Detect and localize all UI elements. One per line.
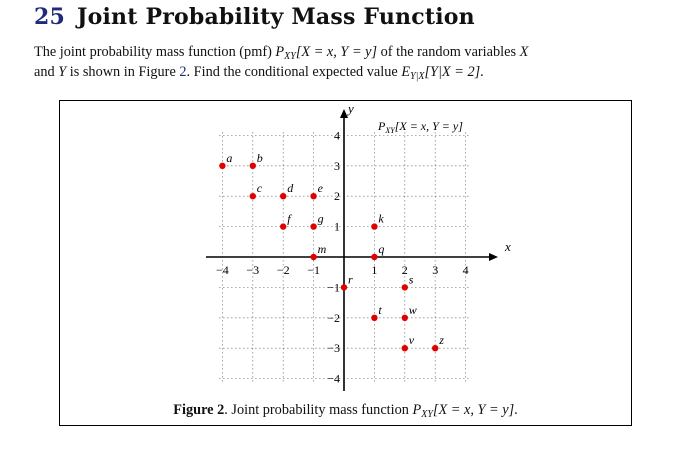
- point-label-q: q: [378, 242, 384, 256]
- expectation-symbol: E: [401, 64, 411, 80]
- x-tick-label: −2: [277, 263, 290, 277]
- caption-text: . Joint probability mass function: [224, 402, 413, 418]
- pmf-symbol: P: [275, 44, 285, 60]
- caption-pmf-argument: [X = x, Y = y]: [432, 402, 515, 418]
- para-text-4: is shown in Figure: [66, 64, 180, 80]
- x-axis-arrow-icon: [489, 253, 498, 261]
- x-tick-label: 3: [432, 263, 438, 277]
- para-text-6: .: [480, 64, 484, 80]
- point-w: [401, 314, 408, 321]
- point-b: [249, 162, 256, 169]
- figure-frame: −4 −3 −2 −1 1 2 3 4 4 3 2 1 −1 −2 −3 −4 a b c d e f g k m q r s t w v…: [59, 100, 632, 426]
- point-k: [371, 223, 378, 230]
- x-tick-label: 2: [402, 263, 408, 277]
- y-tick-label: 4: [334, 128, 340, 142]
- point-d: [280, 193, 287, 200]
- para-text-3: and: [34, 64, 59, 80]
- point-label-z: z: [438, 333, 444, 347]
- plot-annotation: PXY[X = x, Y = y]: [377, 119, 463, 135]
- point-label-m: m: [318, 242, 327, 256]
- point-r: [340, 284, 348, 291]
- para-text-1: The joint probability mass function (pmf…: [34, 44, 276, 60]
- y-axis-label: y: [346, 101, 354, 116]
- caption-pmf-symbol: P: [412, 402, 422, 418]
- point-v: [401, 345, 408, 352]
- point-c: [249, 193, 256, 200]
- plot-annotation-subscript: XY: [384, 126, 396, 135]
- point-t: [371, 314, 378, 321]
- pmf-subscript: XY: [284, 51, 296, 62]
- point-s: [401, 284, 408, 291]
- y-tick-label: −4: [327, 372, 340, 386]
- plot-annotation-argument: [X = x, Y = y]: [395, 119, 464, 133]
- section-number: 25: [34, 4, 66, 30]
- x-tick-label: −3: [246, 263, 259, 277]
- y-tick-label: −3: [327, 341, 340, 355]
- point-a: [219, 162, 226, 169]
- figure-caption: Figure 2. Joint probability mass functio…: [60, 402, 631, 420]
- point-label-a: a: [226, 151, 232, 165]
- figure-reference-link[interactable]: 2: [179, 64, 187, 80]
- point-label-d: d: [287, 181, 294, 195]
- y-tick-label: 3: [334, 159, 340, 173]
- point-label-t: t: [378, 303, 382, 317]
- expectation-subscript: Y|X: [410, 71, 425, 82]
- point-label-g: g: [318, 212, 324, 226]
- point-label-c: c: [257, 181, 263, 195]
- point-f: [280, 223, 287, 230]
- y-tick-label: −1: [327, 280, 340, 294]
- data-points: a b c d e f g k m q r s t w v z: [219, 151, 444, 352]
- y-axis-arrow-icon: [340, 109, 348, 118]
- point-q: [371, 253, 378, 261]
- y-tick-label: 2: [334, 189, 340, 203]
- point-label-b: b: [257, 151, 263, 165]
- point-label-e: e: [318, 181, 324, 195]
- variable-x: X: [519, 44, 529, 60]
- para-text-2: of the random variables: [377, 44, 520, 60]
- variable-y: Y: [58, 64, 67, 80]
- point-label-s: s: [409, 272, 414, 286]
- axes: [206, 109, 498, 391]
- expectation-argument: [Y|X = 2]: [424, 64, 481, 80]
- point-label-k: k: [378, 212, 384, 226]
- tick-labels: −4 −3 −2 −1 1 2 3 4 4 3 2 1 −1 −2 −3 −4: [216, 128, 469, 385]
- pmf-plot: −4 −3 −2 −1 1 2 3 4 4 3 2 1 −1 −2 −3 −4 a b c d e f g k m q r s t w v…: [206, 101, 511, 391]
- point-m: [310, 253, 317, 261]
- x-tick-label: −4: [216, 263, 229, 277]
- point-z: [432, 345, 439, 352]
- x-axis-label: x: [504, 239, 511, 254]
- y-tick-label: 1: [334, 220, 340, 234]
- point-label-v: v: [409, 333, 415, 347]
- caption-end: .: [514, 402, 518, 418]
- point-label-w: w: [409, 303, 417, 317]
- y-tick-label: −2: [327, 311, 340, 325]
- point-label-f: f: [287, 212, 292, 226]
- pmf-argument: [X = x, Y = y]: [295, 44, 378, 60]
- point-label-r: r: [348, 272, 353, 286]
- plot-annotation-symbol: P: [377, 119, 386, 133]
- section-title: Joint Probability Mass Function: [77, 4, 475, 30]
- point-e: [310, 193, 317, 200]
- caption-label: Figure 2: [173, 402, 225, 418]
- problem-paragraph: The joint probability mass function (pmf…: [34, 42, 662, 82]
- caption-pmf-subscript: XY: [421, 409, 433, 420]
- x-tick-label: 1: [371, 263, 377, 277]
- x-tick-label: 4: [463, 263, 469, 277]
- para-text-5: . Find the conditional expected value: [186, 64, 402, 80]
- x-tick-label: −1: [307, 263, 320, 277]
- point-g: [310, 223, 317, 230]
- section-heading: 25 Joint Probability Mass Function: [34, 4, 475, 30]
